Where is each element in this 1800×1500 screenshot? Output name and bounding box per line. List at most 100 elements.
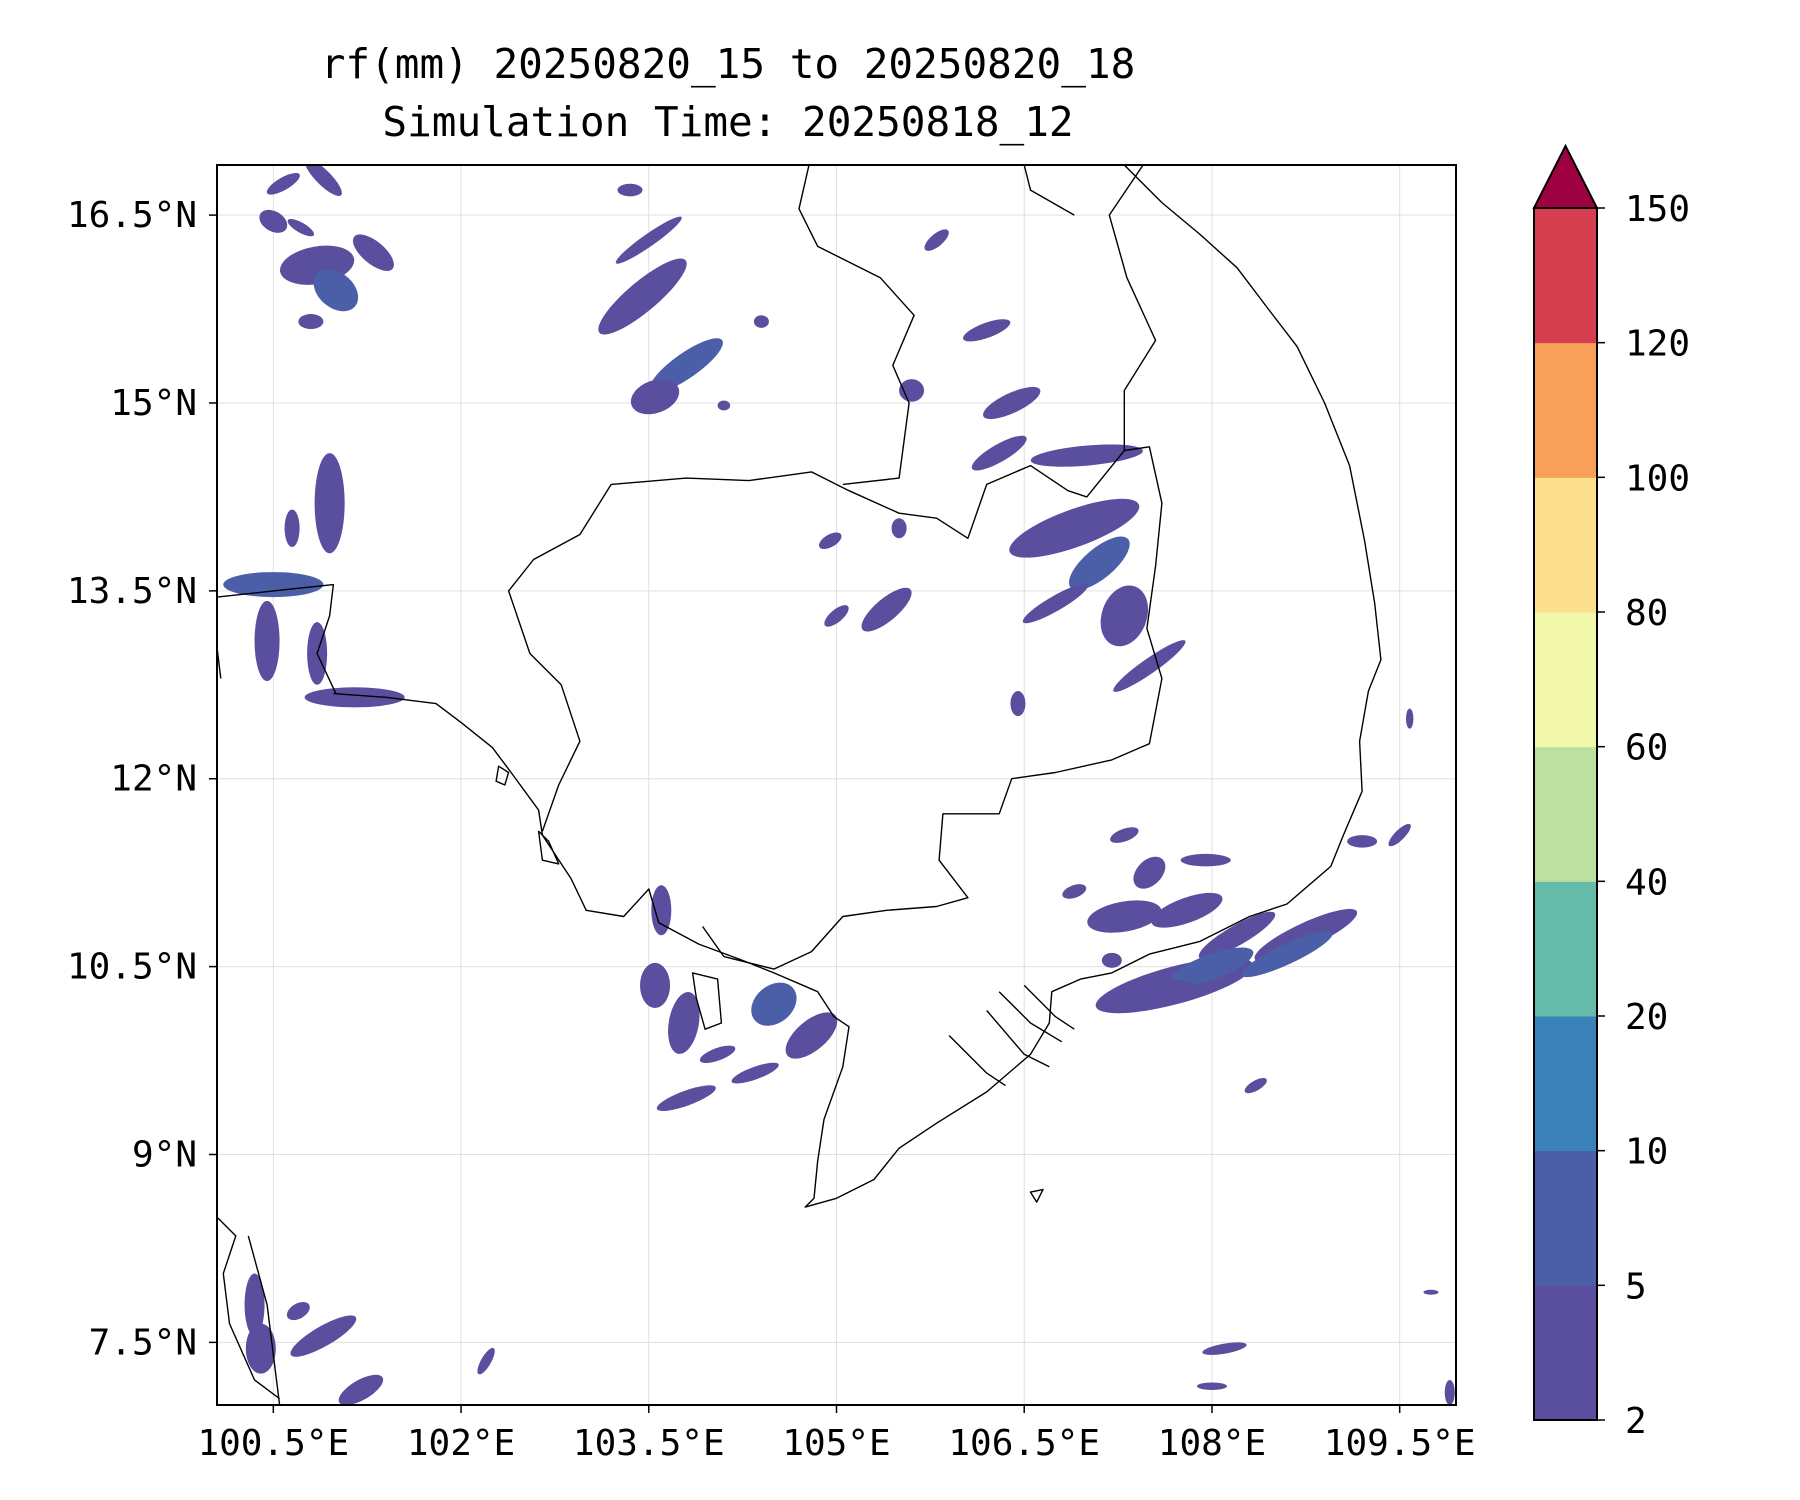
rain-patch [818,532,842,550]
colorbar-segment [1534,342,1597,478]
longitude-tick-labels: 100.5°E 102°E 103.5°E 105°E 106.5°E 108°E 109.… [197,1405,1476,1464]
rain-patch [899,379,925,402]
colorbar-tick-label: 20 [1625,997,1668,1038]
colorbar-segment [1534,881,1597,1017]
rain-patch [1062,884,1087,899]
rain-patch [785,1012,838,1059]
country-border [247,1235,281,1405]
colorbar-tick-label: 40 [1625,862,1668,903]
lon-tick-label: 103.5°E [573,1423,725,1464]
colorbar-tick-label: 60 [1625,728,1668,769]
country-border [1023,165,1075,216]
colorbar-tick-label: 10 [1625,1132,1668,1173]
rain-patch [1196,1382,1227,1390]
rain-patch [223,572,324,598]
country-border [798,165,915,486]
latitude-tick-labels: 16.5°N 15°N 13.5°N 12°N 10.5°N 9°N 7.5°N [67,195,217,1363]
lat-tick-label: 9°N [132,1134,197,1175]
delta-channel [986,1010,1050,1068]
rain-patch [1244,1077,1267,1094]
rain-patch [284,509,300,548]
rain-patch [287,218,315,237]
colorbar-segment [1534,1016,1597,1152]
rain-patch [751,982,797,1026]
rain-patch [1068,536,1130,591]
rain-patch [352,234,394,271]
rain-patch [1405,708,1414,729]
colorbar-segment [1534,1285,1597,1421]
map-area [216,164,1457,1406]
rain-patch [304,687,405,708]
rain-patch [1170,947,1254,986]
lat-tick-label: 10.5°N [67,947,197,988]
rain-patch [1241,931,1333,978]
rain-patch [983,386,1041,420]
lat-tick-label: 13.5°N [67,571,197,612]
rain-patch [245,1323,276,1374]
rain-patch [640,962,671,1008]
rain-patch [298,314,324,330]
coastline [333,165,1382,1208]
rain-patch [313,269,359,312]
rain-patch [617,183,643,197]
rain-patch [649,338,723,393]
lat-tick-label: 15°N [110,383,197,424]
rain-patch [244,1273,265,1337]
rain-patch [924,229,949,251]
rain-patch [1100,585,1149,647]
lon-tick-label: 105°E [782,1423,890,1464]
gridlines [217,165,1456,1405]
lon-tick-label: 106.5°E [948,1423,1100,1464]
colorbar-segment [1534,746,1597,882]
colorbar-tick-label: 120 [1625,324,1690,365]
rain-patch [824,605,849,627]
island-outline [537,830,560,865]
rain-patch [1113,640,1186,692]
rain-patch [1347,835,1378,848]
colorbar-tick-label: 100 [1625,458,1690,499]
rain-patch [1180,853,1231,867]
delta-channel [948,1035,1006,1087]
rain-patch [651,885,672,936]
rain-patch [254,600,280,682]
rain-patch [290,1315,357,1357]
rain-patch [477,1347,495,1375]
island-outline [1029,1188,1044,1203]
rainfall-field [223,165,1455,1405]
rain-patch [1101,952,1122,968]
rain-patch [1110,827,1139,843]
colorbar-frame [1533,207,1598,1421]
rain-patch [1009,498,1140,558]
rain-patch [259,209,288,233]
simulation-time-subtitle: Simulation Time: 20250818_12 [382,98,1074,146]
rain-patch [1202,1342,1247,1355]
island-outline [495,765,510,786]
lon-tick-label: 100.5°E [197,1423,349,1464]
rain-patch [656,1085,716,1111]
rain-patch [753,315,769,328]
rain-patch [1198,911,1276,959]
colorbar-segment [1534,208,1597,344]
rain-patch [963,319,1011,342]
rain-patch [1388,823,1411,847]
delta-channel [1023,984,1075,1030]
rain-patch [338,1374,384,1405]
rain-patch [1151,892,1223,928]
rain-patch [598,258,687,335]
rain-patch [891,518,907,539]
lon-tick-label: 109.5°E [1324,1423,1476,1464]
country-border [217,583,337,694]
lon-tick-label: 102°E [407,1423,515,1464]
rain-patch [1010,691,1026,717]
lat-tick-label: 7.5°N [89,1322,197,1363]
country-border [1108,165,1157,451]
rain-patch [731,1062,779,1084]
lat-tick-label: 16.5°N [67,195,197,236]
rain-patch [304,165,342,197]
colorbar-tick-label: 5 [1625,1266,1647,1307]
rain-patch [286,1302,310,1321]
island-outline [691,972,723,1030]
map-title: rf(mm) 20250820_15 to 20250820_18 [320,40,1136,88]
rain-patch [668,992,700,1054]
colorbar-segment [1534,477,1597,613]
